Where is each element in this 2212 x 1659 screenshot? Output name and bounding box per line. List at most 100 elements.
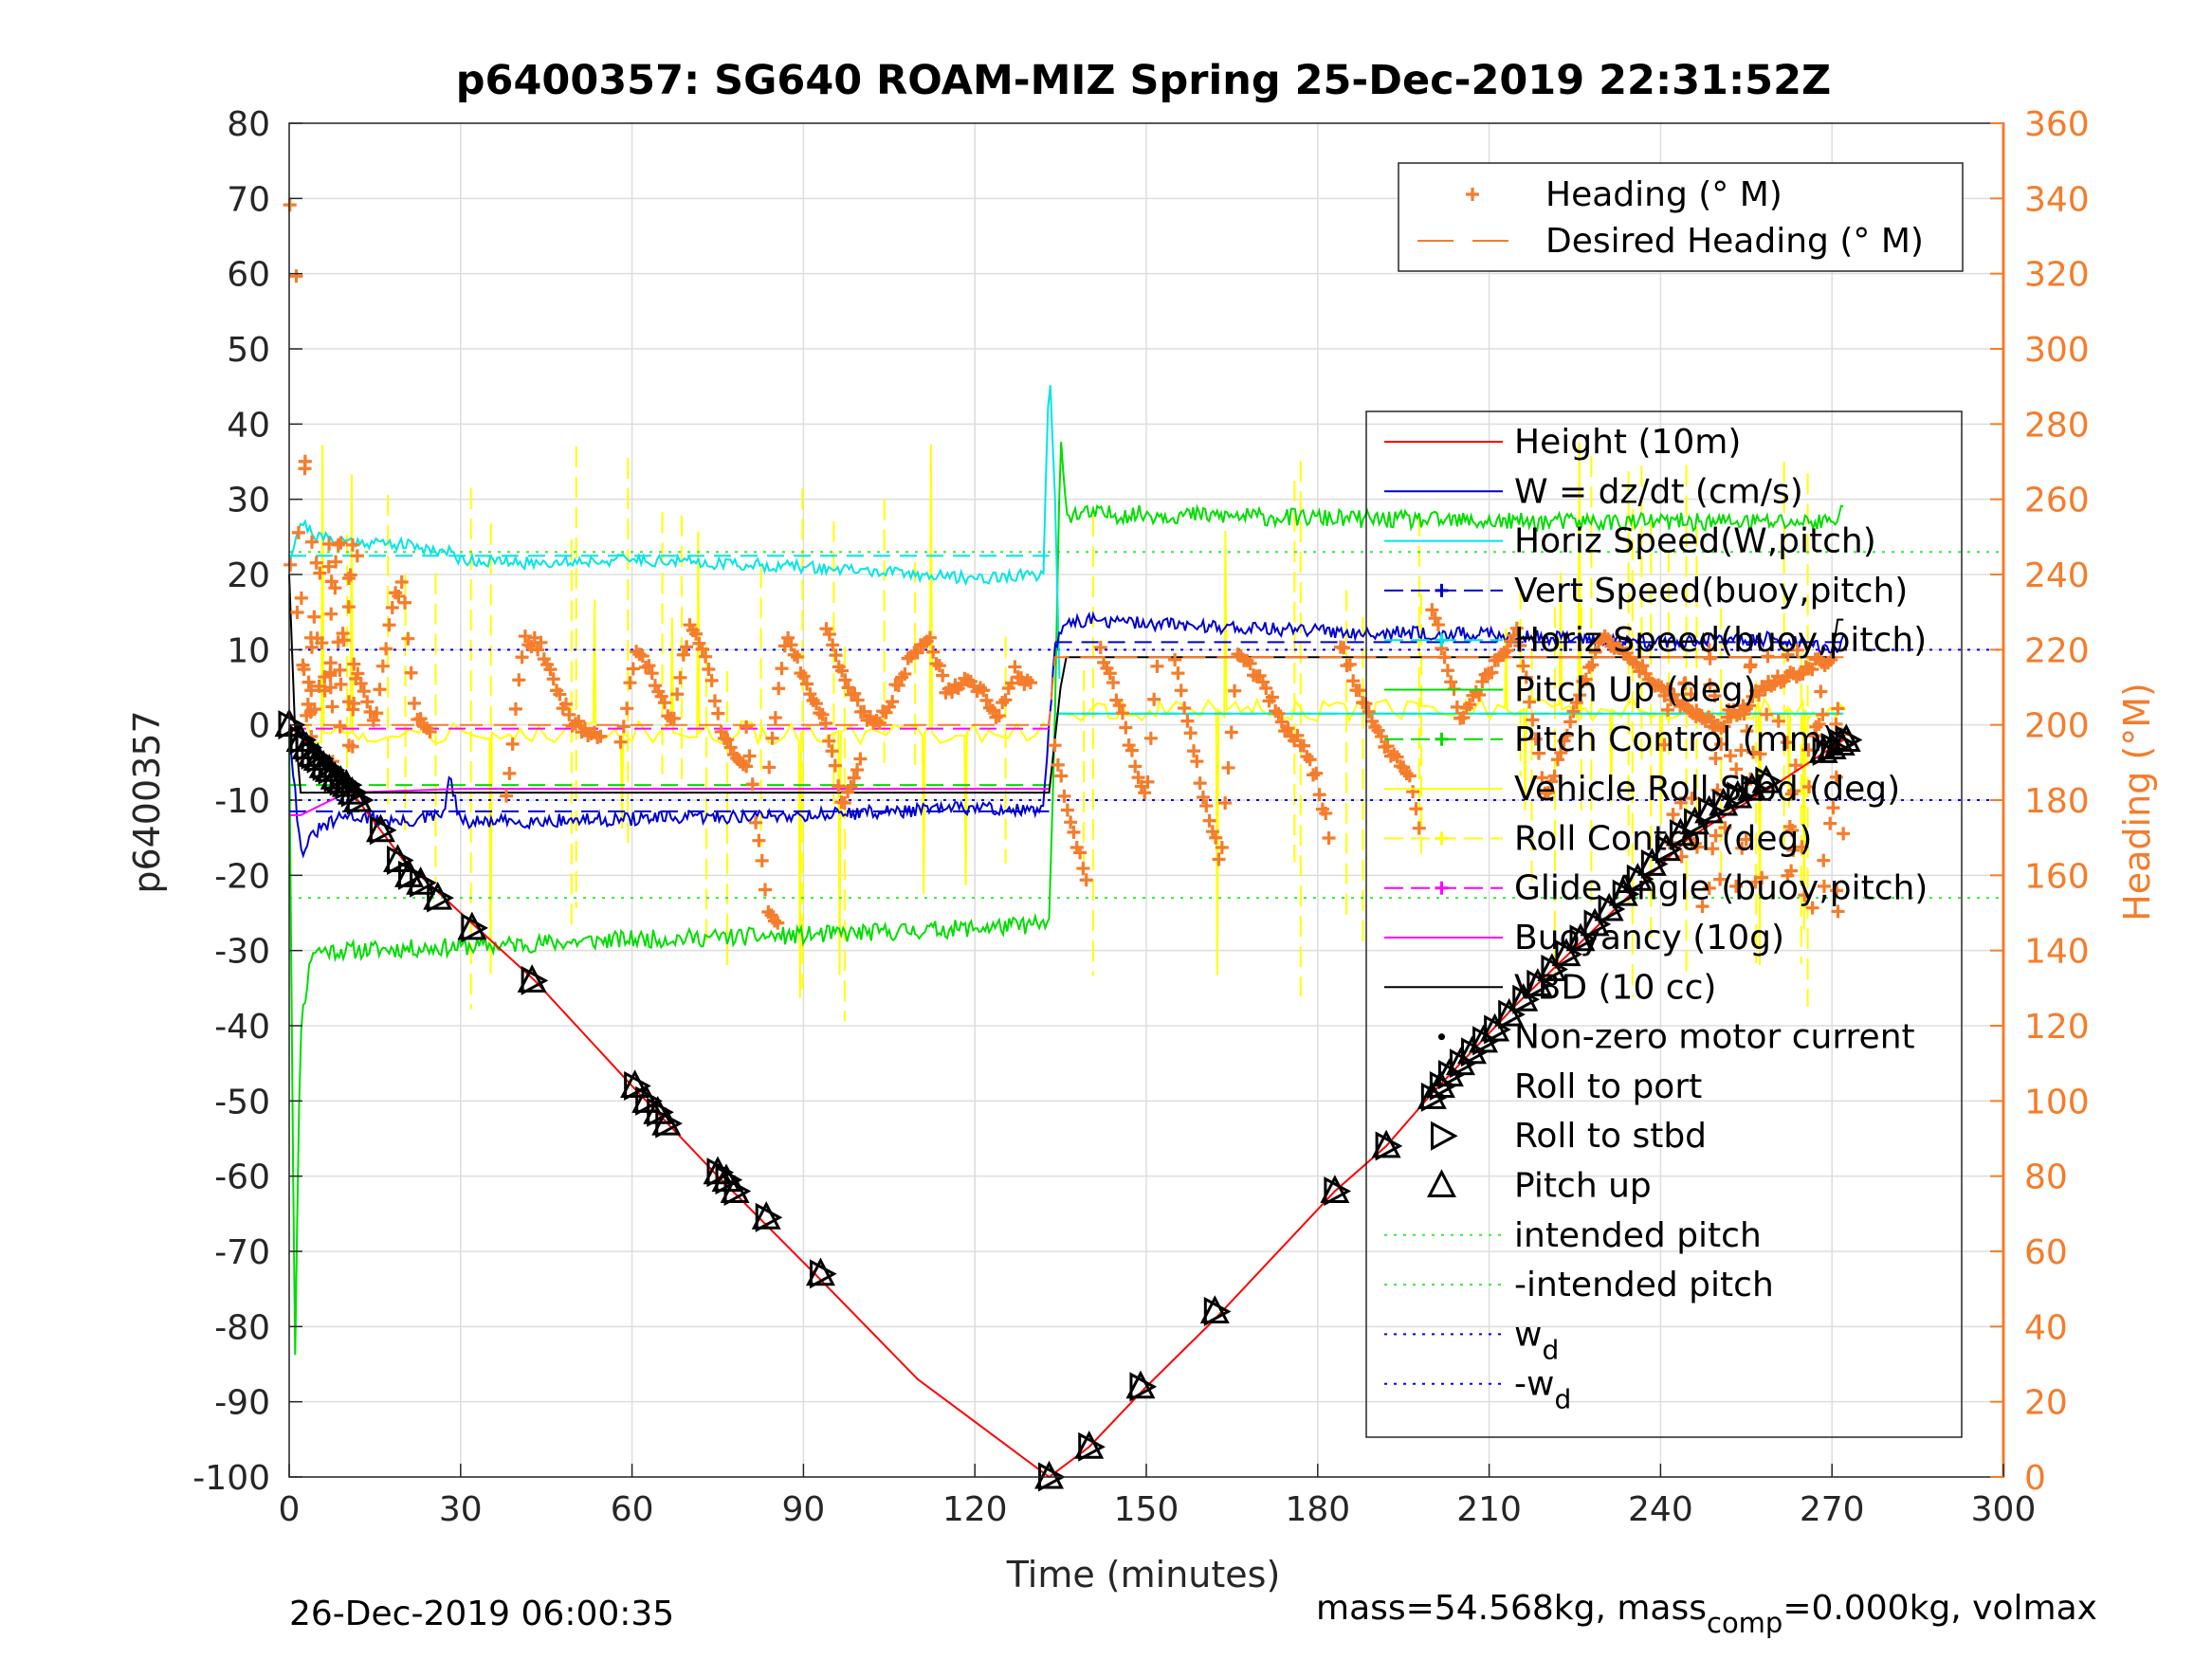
y-tick-label-left: 60 [227,256,270,295]
heading-marker [342,738,356,753]
heading-marker [695,642,709,656]
heading-marker [1509,621,1524,635]
heading-marker [1128,759,1143,774]
pitch-up-marker [1199,1295,1230,1323]
heading-marker [800,677,814,691]
pitch-up-marker [308,750,338,778]
heading-marker [932,659,946,673]
heading-marker [298,454,312,468]
heading-marker [711,706,725,720]
y-tick-label-right: 60 [2024,1233,2068,1272]
heading-marker [898,666,912,681]
heading-marker [1513,638,1527,652]
heading-marker [1708,688,1722,702]
heading-marker [558,697,573,711]
heading-marker [1600,632,1615,647]
heading-marker [742,749,757,763]
pitch-up-marker [1034,1460,1065,1489]
legend-main: Height (10m) W = dz/dt (cm/s) Horiz Speed(… [1365,410,1963,1438]
heading-marker [837,795,851,810]
heading-marker [346,702,360,717]
y-tick-label-right: 180 [2024,782,2090,821]
legend-main-box [1365,410,1963,1438]
roll-stbd-marker [647,1097,674,1127]
heading-marker [723,740,738,755]
heading-marker [351,666,365,681]
heading-marker [1781,647,1795,662]
y-tick-label-right: 100 [2024,1083,2090,1121]
heading-marker [616,720,631,734]
heading-marker [1740,724,1754,738]
roll-stbd-marker [1835,725,1863,756]
heading-marker [707,694,722,708]
roll-stbd-marker [1324,1176,1352,1207]
y-tick-label-left: -70 [214,1233,270,1272]
x-tick-label: 30 [439,1490,483,1529]
heading-marker [771,916,785,930]
legend-heading-box [1398,162,1964,272]
heading-marker [1566,704,1581,719]
roll-stbd-marker [369,815,397,846]
heading-marker [1141,775,1155,789]
roll-stbd-marker [461,913,489,943]
heading-marker [1722,702,1736,717]
heading-marker [1412,821,1426,835]
heading-marker [1713,872,1728,886]
heading-marker [689,627,704,641]
heading-marker [828,758,842,773]
heading-marker [1312,788,1326,802]
heading-marker [1660,702,1674,717]
horiz-speed-line [288,385,1061,680]
heading-marker [850,693,865,707]
heading-marker [749,815,763,830]
y-tick-label-right: 40 [2024,1308,2068,1347]
legend-main-label-text: Vert Speed(buoy,pitch) [1514,572,1908,611]
pitch-up-marker [620,1069,650,1098]
legend-main-label: Glide Angle (buoy,pitch) [1514,869,1928,908]
legend-main-label: Vehicle Roll Stbd (deg) [1514,770,1900,809]
legend-main-label-subscript: d [1542,1334,1559,1365]
x-tick-label: 180 [1285,1490,1350,1529]
x-tick-label: 60 [611,1490,654,1529]
heading-marker [1064,815,1078,830]
pitch-up-marker [1537,953,1567,981]
heading-marker [329,555,343,569]
heading-marker [503,766,517,780]
heading-marker [1805,663,1819,677]
heading-marker [1743,699,1757,713]
heading-marker [844,780,858,794]
heading-marker [1780,736,1794,750]
heading-marker [1816,707,1830,721]
roll-stbd-marker [1078,1431,1106,1462]
pitch-up-marker [1622,863,1653,891]
heading-marker [382,618,396,632]
heading-marker [781,630,795,645]
heading-marker [676,647,690,662]
heading-marker [1431,618,1445,632]
legend-main-label: intended pitch [1514,1216,1762,1255]
heading-marker [1221,760,1235,775]
heading-marker [623,676,637,690]
roll-stbd-marker [1669,819,1697,849]
heading-marker [755,853,769,867]
y-axis-label-right: Heading (°M) [2116,683,2158,921]
heading-marker [1702,643,1716,657]
heading-marker [1274,715,1289,729]
y-tick-label-right: 300 [2024,331,2090,370]
heading-marker [1362,704,1376,719]
heading-marker [740,759,754,774]
pitch-up-marker [383,844,412,872]
legend-main-label-text: -w [1514,1365,1554,1404]
pitch-up-marker [1320,1175,1350,1204]
heading-marker [740,720,754,734]
heading-marker [508,702,522,716]
heading-marker [809,697,823,711]
x-tick-label: 240 [1628,1490,1693,1529]
pitch-up-marker [1751,764,1782,793]
heading-marker [1817,853,1831,867]
heading-marker [886,695,900,709]
y-tick-label-left: 40 [227,406,270,445]
roll-stbd-marker [755,1202,783,1232]
heading-marker [1831,702,1845,716]
heading-marker [1535,771,1549,785]
